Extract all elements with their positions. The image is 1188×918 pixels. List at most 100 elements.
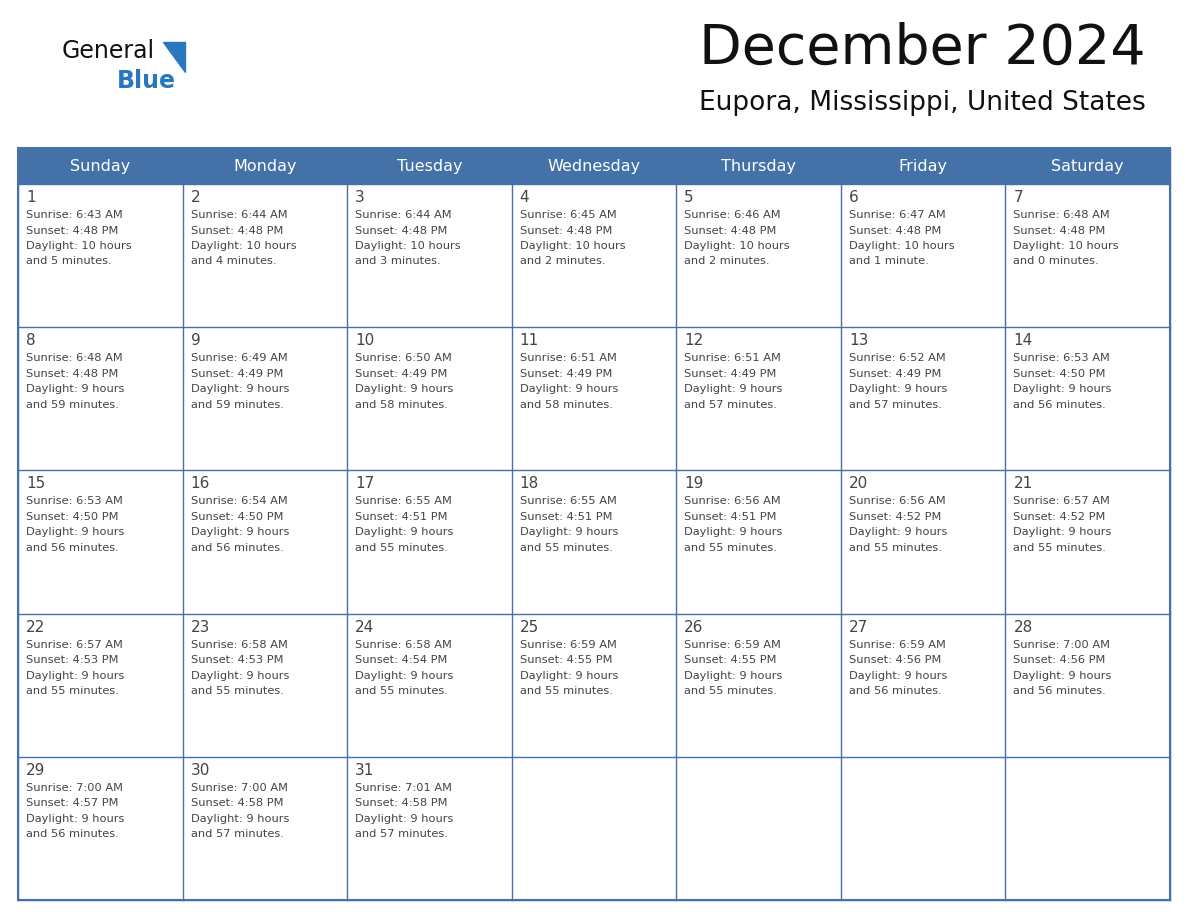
Text: Sunrise: 6:44 AM: Sunrise: 6:44 AM [190, 210, 287, 220]
Text: 12: 12 [684, 333, 703, 348]
Text: Sunset: 4:50 PM: Sunset: 4:50 PM [190, 512, 283, 522]
Bar [347, 470, 512, 613]
Text: Daylight: 9 hours: Daylight: 9 hours [190, 528, 289, 537]
Text: Sunset: 4:49 PM: Sunset: 4:49 PM [355, 369, 448, 379]
Text: 21: 21 [1013, 476, 1032, 491]
Text: and 57 minutes.: and 57 minutes. [355, 829, 448, 839]
Text: 18: 18 [519, 476, 539, 491]
Bar [18, 148, 1170, 184]
Bar [183, 613, 347, 756]
Text: and 55 minutes.: and 55 minutes. [519, 543, 613, 553]
Text: Daylight: 9 hours: Daylight: 9 hours [26, 528, 125, 537]
Text: Daylight: 9 hours: Daylight: 9 hours [190, 385, 289, 394]
Text: 19: 19 [684, 476, 703, 491]
Text: Sunrise: 6:59 AM: Sunrise: 6:59 AM [684, 640, 782, 650]
Text: and 2 minutes.: and 2 minutes. [519, 256, 605, 266]
Text: Sunday: Sunday [70, 159, 131, 174]
Text: Daylight: 9 hours: Daylight: 9 hours [1013, 671, 1112, 680]
Text: Daylight: 9 hours: Daylight: 9 hours [684, 671, 783, 680]
Text: Sunset: 4:55 PM: Sunset: 4:55 PM [519, 655, 612, 666]
Text: Sunset: 4:51 PM: Sunset: 4:51 PM [684, 512, 777, 522]
Text: 26: 26 [684, 620, 703, 634]
Text: December 2024: December 2024 [700, 22, 1146, 76]
Text: Sunrise: 6:45 AM: Sunrise: 6:45 AM [519, 210, 617, 220]
Text: Sunrise: 6:48 AM: Sunrise: 6:48 AM [26, 353, 122, 364]
Text: Sunrise: 6:53 AM: Sunrise: 6:53 AM [1013, 353, 1111, 364]
Text: Sunrise: 6:54 AM: Sunrise: 6:54 AM [190, 497, 287, 507]
Text: Sunrise: 6:59 AM: Sunrise: 6:59 AM [519, 640, 617, 650]
Text: and 55 minutes.: and 55 minutes. [684, 686, 777, 696]
Bar [183, 327, 347, 470]
Text: Sunrise: 6:46 AM: Sunrise: 6:46 AM [684, 210, 781, 220]
Text: Sunset: 4:52 PM: Sunset: 4:52 PM [1013, 512, 1106, 522]
Bar [676, 613, 841, 756]
Text: Daylight: 9 hours: Daylight: 9 hours [519, 671, 618, 680]
Text: Sunset: 4:48 PM: Sunset: 4:48 PM [519, 226, 612, 236]
Text: Sunrise: 6:58 AM: Sunrise: 6:58 AM [355, 640, 451, 650]
Text: Sunrise: 6:51 AM: Sunrise: 6:51 AM [519, 353, 617, 364]
Text: Sunset: 4:48 PM: Sunset: 4:48 PM [26, 226, 119, 236]
Text: 28: 28 [1013, 620, 1032, 634]
Text: Daylight: 10 hours: Daylight: 10 hours [1013, 241, 1119, 251]
Bar [18, 184, 183, 327]
Text: 10: 10 [355, 333, 374, 348]
Text: 13: 13 [849, 333, 868, 348]
Text: and 58 minutes.: and 58 minutes. [519, 399, 613, 409]
Text: Sunset: 4:48 PM: Sunset: 4:48 PM [849, 226, 941, 236]
Text: Daylight: 9 hours: Daylight: 9 hours [1013, 385, 1112, 394]
Bar [841, 184, 1005, 327]
Text: and 55 minutes.: and 55 minutes. [190, 686, 284, 696]
Text: Daylight: 10 hours: Daylight: 10 hours [26, 241, 132, 251]
Text: 8: 8 [26, 333, 36, 348]
Text: Sunset: 4:56 PM: Sunset: 4:56 PM [1013, 655, 1106, 666]
Bar [1005, 613, 1170, 756]
Text: Daylight: 9 hours: Daylight: 9 hours [26, 671, 125, 680]
Text: Sunset: 4:51 PM: Sunset: 4:51 PM [355, 512, 448, 522]
Text: Sunrise: 6:48 AM: Sunrise: 6:48 AM [1013, 210, 1110, 220]
Bar [347, 613, 512, 756]
Text: Sunset: 4:48 PM: Sunset: 4:48 PM [190, 226, 283, 236]
Text: Daylight: 9 hours: Daylight: 9 hours [26, 813, 125, 823]
Bar [841, 613, 1005, 756]
Text: Daylight: 10 hours: Daylight: 10 hours [355, 241, 461, 251]
Text: 29: 29 [26, 763, 45, 778]
Text: Sunrise: 6:56 AM: Sunrise: 6:56 AM [684, 497, 781, 507]
Text: Daylight: 9 hours: Daylight: 9 hours [849, 671, 947, 680]
Bar [841, 327, 1005, 470]
Text: and 56 minutes.: and 56 minutes. [1013, 399, 1106, 409]
Bar [512, 327, 676, 470]
Text: and 55 minutes.: and 55 minutes. [1013, 543, 1106, 553]
Text: Daylight: 9 hours: Daylight: 9 hours [849, 528, 947, 537]
Text: Daylight: 9 hours: Daylight: 9 hours [355, 528, 454, 537]
Text: and 55 minutes.: and 55 minutes. [684, 543, 777, 553]
Text: Sunrise: 6:59 AM: Sunrise: 6:59 AM [849, 640, 946, 650]
Text: Sunrise: 6:57 AM: Sunrise: 6:57 AM [1013, 497, 1111, 507]
Text: Sunset: 4:49 PM: Sunset: 4:49 PM [684, 369, 777, 379]
Text: 7: 7 [1013, 190, 1023, 205]
Text: Sunset: 4:58 PM: Sunset: 4:58 PM [355, 799, 448, 809]
Text: and 2 minutes.: and 2 minutes. [684, 256, 770, 266]
Text: and 55 minutes.: and 55 minutes. [26, 686, 119, 696]
Text: Sunrise: 6:52 AM: Sunrise: 6:52 AM [849, 353, 946, 364]
Text: 17: 17 [355, 476, 374, 491]
Text: Sunrise: 6:51 AM: Sunrise: 6:51 AM [684, 353, 782, 364]
Text: 22: 22 [26, 620, 45, 634]
Text: 27: 27 [849, 620, 868, 634]
Text: 1: 1 [26, 190, 36, 205]
Bar [183, 756, 347, 900]
Text: Daylight: 9 hours: Daylight: 9 hours [519, 385, 618, 394]
Text: Friday: Friday [898, 159, 948, 174]
Bar [1005, 327, 1170, 470]
Text: Daylight: 9 hours: Daylight: 9 hours [684, 528, 783, 537]
Text: and 58 minutes.: and 58 minutes. [355, 399, 448, 409]
Text: 16: 16 [190, 476, 210, 491]
Text: 9: 9 [190, 333, 201, 348]
Text: and 57 minutes.: and 57 minutes. [684, 399, 777, 409]
Text: Sunset: 4:52 PM: Sunset: 4:52 PM [849, 512, 941, 522]
Text: 5: 5 [684, 190, 694, 205]
Text: 4: 4 [519, 190, 530, 205]
Bar [1005, 470, 1170, 613]
Bar [676, 756, 841, 900]
Text: Sunrise: 7:00 AM: Sunrise: 7:00 AM [190, 783, 287, 793]
Text: and 56 minutes.: and 56 minutes. [190, 543, 283, 553]
